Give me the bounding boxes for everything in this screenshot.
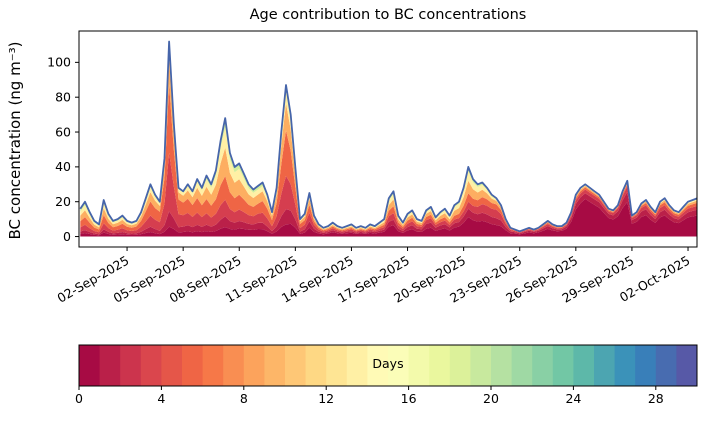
colorbar-tick-label: 28 [648,391,664,406]
colorbar-segment [676,345,698,386]
colorbar-tick-label: 12 [318,391,334,406]
stacked-area-layer-11-16days [80,47,697,232]
y-tick-label: 0 [63,229,71,244]
colorbar-tick-label: 4 [157,391,165,406]
colorbar-segment [552,345,574,386]
colorbar-segment [140,345,162,386]
colorbar-segment [429,345,451,386]
colorbar-segment [367,345,389,386]
colorbar-segment [305,345,327,386]
y-axis-label: BC concentration (ng m⁻³) [6,41,24,240]
colorbar-segment [223,345,245,386]
stacked-area-layer-7-11days [80,57,697,232]
colorbar-tick-label: 8 [240,391,248,406]
stacked-area-group [79,40,697,237]
axes-frame [78,30,698,248]
y-tick-label: 100 [47,55,71,70]
colorbar-segment [161,345,183,386]
colorbar-frame [78,344,698,387]
colorbar-segment [120,345,142,386]
colorbar-segment [594,345,616,386]
colorbar-segment [573,345,595,386]
colorbar-tick-label: 24 [565,391,581,406]
colorbar-segment [635,345,657,386]
colorbar-segment [79,345,101,386]
colorbar-segment [449,345,471,386]
stacked-area-layer-1-2days [80,192,697,236]
y-tick-label: 60 [55,124,71,139]
colorbar-segment [655,345,677,386]
colorbar-tick-label: 16 [401,391,417,406]
y-tick-label: 80 [55,89,71,104]
colorbar-segment [346,345,368,386]
chart-title: Age contribution to BC concentrations [249,7,527,23]
colorbar-segment [182,345,204,386]
colorbar-segment [285,345,307,386]
y-tick-label: 20 [55,194,71,209]
colorbar-segment [388,345,410,386]
colorbar-tick-label: 0 [75,391,83,406]
colorbar-segment [264,345,286,386]
colorbar-segment [614,345,636,386]
stacked-area-layer-2-4days [80,152,697,235]
colorbar-tick-label: 20 [483,391,499,406]
colorbar-segment [99,345,121,386]
total-bc-line [79,40,697,233]
colorbar-label: Days [372,356,404,371]
y-tick-label: 40 [55,159,71,174]
stacked-area-layer-0-1days [80,198,697,237]
colorbar-segment [326,345,348,386]
colorbar-segment [202,345,224,386]
colorbar-segment [470,345,492,386]
colorbar-segment [491,345,513,386]
colorbar-segment [532,345,554,386]
colorbar-segment [408,345,430,386]
colorbar-segment [243,345,265,386]
colorbar-segment [511,345,533,386]
